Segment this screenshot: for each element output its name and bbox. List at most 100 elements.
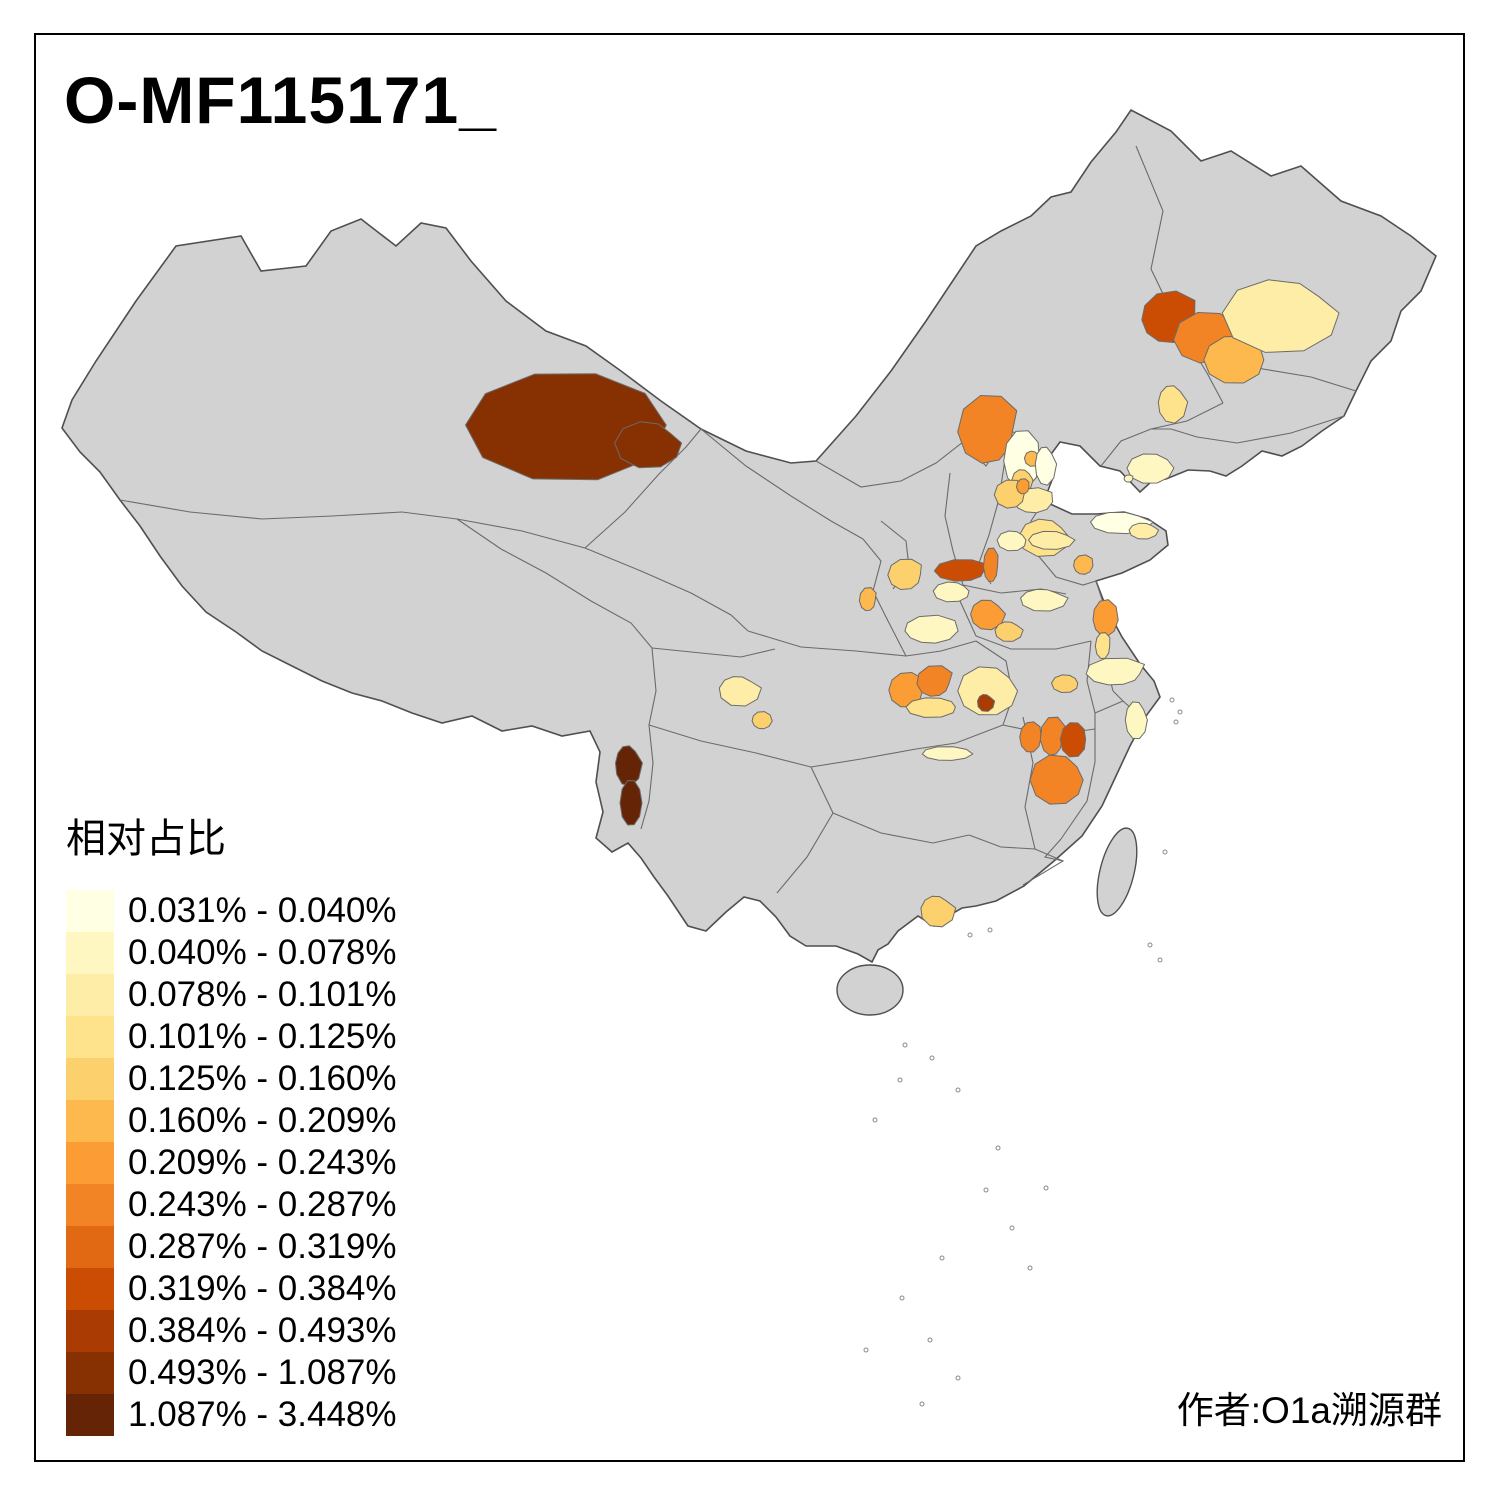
legend-label: 0.209% - 0.243% xyxy=(128,1143,397,1182)
sea-island-speck xyxy=(1009,1225,1015,1231)
map-region-weinan xyxy=(994,621,1024,642)
sea-island-speck xyxy=(927,1337,933,1343)
legend-label: 0.101% - 0.125% xyxy=(128,1017,397,1056)
sea-island-speck xyxy=(955,1087,961,1093)
province-border-line xyxy=(1060,729,1096,840)
map-region-pingliang xyxy=(887,558,922,591)
legend-item: 0.101% - 0.125% xyxy=(66,1016,397,1058)
taiwan-island xyxy=(1096,827,1138,917)
province-border-line xyxy=(747,630,977,657)
province-border-line xyxy=(700,428,864,540)
sea-island-speck xyxy=(863,1347,869,1353)
legend-swatch xyxy=(66,1352,114,1394)
legend-label: 0.160% - 0.209% xyxy=(128,1101,397,1140)
province-border-line xyxy=(584,547,749,632)
map-region-huaian xyxy=(1094,632,1111,660)
legend-label: 0.040% - 0.078% xyxy=(128,933,397,972)
sea-island-speck xyxy=(919,1401,925,1407)
sea-island-speck xyxy=(939,1255,945,1261)
map-region-chongqing-city xyxy=(976,693,996,712)
legend-item: 0.319% - 0.384% xyxy=(66,1268,397,1310)
legend-item: 1.087% - 3.448% xyxy=(66,1394,397,1436)
legend-swatch xyxy=(66,1142,114,1184)
sea-island-speck xyxy=(1027,1265,1033,1271)
south-china-sea-islands xyxy=(863,697,1183,1407)
map-region-linyi xyxy=(1073,554,1094,575)
legend-swatch xyxy=(66,1394,114,1436)
map-region-tianjin-pale xyxy=(1034,446,1058,486)
map-region-henan-mid-pale xyxy=(1020,588,1069,612)
province-border-line xyxy=(1030,500,1097,586)
map-region-yuncheng-south-pale xyxy=(932,581,970,603)
province-border-line xyxy=(651,647,776,658)
map-region-jiangxi-dark xyxy=(1059,722,1087,758)
legend-item: 0.031% - 0.040% xyxy=(66,890,397,932)
sea-island-speck xyxy=(897,1077,903,1083)
china-mainland xyxy=(61,108,1437,964)
map-region-chongqing-pale xyxy=(957,666,1019,716)
legend-swatch xyxy=(66,1058,114,1100)
legend-item: 0.078% - 0.101% xyxy=(66,974,397,1016)
sea-island-speck xyxy=(955,1375,961,1381)
province-border-line xyxy=(119,499,586,549)
map-region-guangan-strip xyxy=(905,697,956,718)
map-region-henan-pale-b xyxy=(1027,530,1076,550)
legend-item: 0.125% - 0.160% xyxy=(66,1058,397,1100)
map-region-chuzhou xyxy=(1050,674,1079,694)
map-region-xian xyxy=(970,599,1007,631)
map-region-yangzhou-pale xyxy=(1085,657,1146,686)
sea-island-speck xyxy=(929,1055,935,1061)
province-border-line xyxy=(456,518,653,649)
legend-item: 0.287% - 0.319% xyxy=(66,1226,397,1268)
map-region-xinjiang-east-a xyxy=(464,373,667,481)
colored-regions xyxy=(464,279,1340,928)
legend-swatch xyxy=(66,890,114,932)
province-border-line xyxy=(584,428,702,549)
legend-swatch xyxy=(66,1226,114,1268)
province-border-line xyxy=(776,766,834,894)
sea-island-speck xyxy=(899,1295,905,1301)
map-region-fuyang xyxy=(1092,599,1119,637)
province-border-line xyxy=(640,647,657,830)
map-region-dalian xyxy=(1126,453,1175,484)
map-region-nujiang-b xyxy=(619,780,643,826)
province-border-line xyxy=(1043,838,1064,862)
province-border-line xyxy=(1151,415,1345,444)
legend-label: 0.125% - 0.160% xyxy=(128,1059,397,1098)
sea-island-speck xyxy=(1147,942,1153,948)
province-border-line xyxy=(832,812,970,844)
sea-island-speck xyxy=(1162,849,1168,855)
map-region-zhangjiakou xyxy=(957,394,1018,464)
sea-island-speck xyxy=(1177,709,1183,715)
map-region-jiangxi-orange-b xyxy=(1039,716,1066,756)
map-region-shenyang xyxy=(1157,385,1189,424)
legend-label: 0.493% - 1.087% xyxy=(128,1353,397,1392)
map-region-hanzhong-pale xyxy=(904,614,959,644)
map-region-ne-pale-yellow xyxy=(1221,279,1340,353)
map-region-hangzhou-pale xyxy=(1124,701,1148,740)
map-region-ganzhou xyxy=(1029,754,1084,805)
legend-title: 相对占比 xyxy=(66,817,226,861)
map-region-xinjiang-east-b xyxy=(614,421,683,469)
province-border-line xyxy=(1094,700,1124,714)
map-region-dazhou xyxy=(916,665,953,697)
sea-island-speck xyxy=(987,927,993,933)
hainan-island xyxy=(836,964,904,1016)
map-region-henan-pale-a xyxy=(996,530,1027,552)
legend-label: 0.319% - 0.384% xyxy=(128,1269,397,1308)
map-region-aba-pale xyxy=(718,676,763,707)
legend-swatch xyxy=(66,1100,114,1142)
province-border-line xyxy=(968,834,1065,886)
legend-item: 0.493% - 1.087% xyxy=(66,1352,397,1394)
province-border-line xyxy=(1086,640,1096,729)
sea-island-speck xyxy=(872,1117,878,1123)
map-region-zunyi-pale xyxy=(921,746,974,761)
legend-item: 0.160% - 0.209% xyxy=(66,1100,397,1142)
sea-island-speck xyxy=(1157,957,1163,963)
map-region-yantai-pale xyxy=(1128,522,1160,540)
map-region-tianshui xyxy=(858,587,877,612)
legend-label: 0.243% - 0.287% xyxy=(128,1185,397,1224)
sea-island-speck xyxy=(995,1145,1001,1151)
legend-swatch xyxy=(66,1310,114,1352)
